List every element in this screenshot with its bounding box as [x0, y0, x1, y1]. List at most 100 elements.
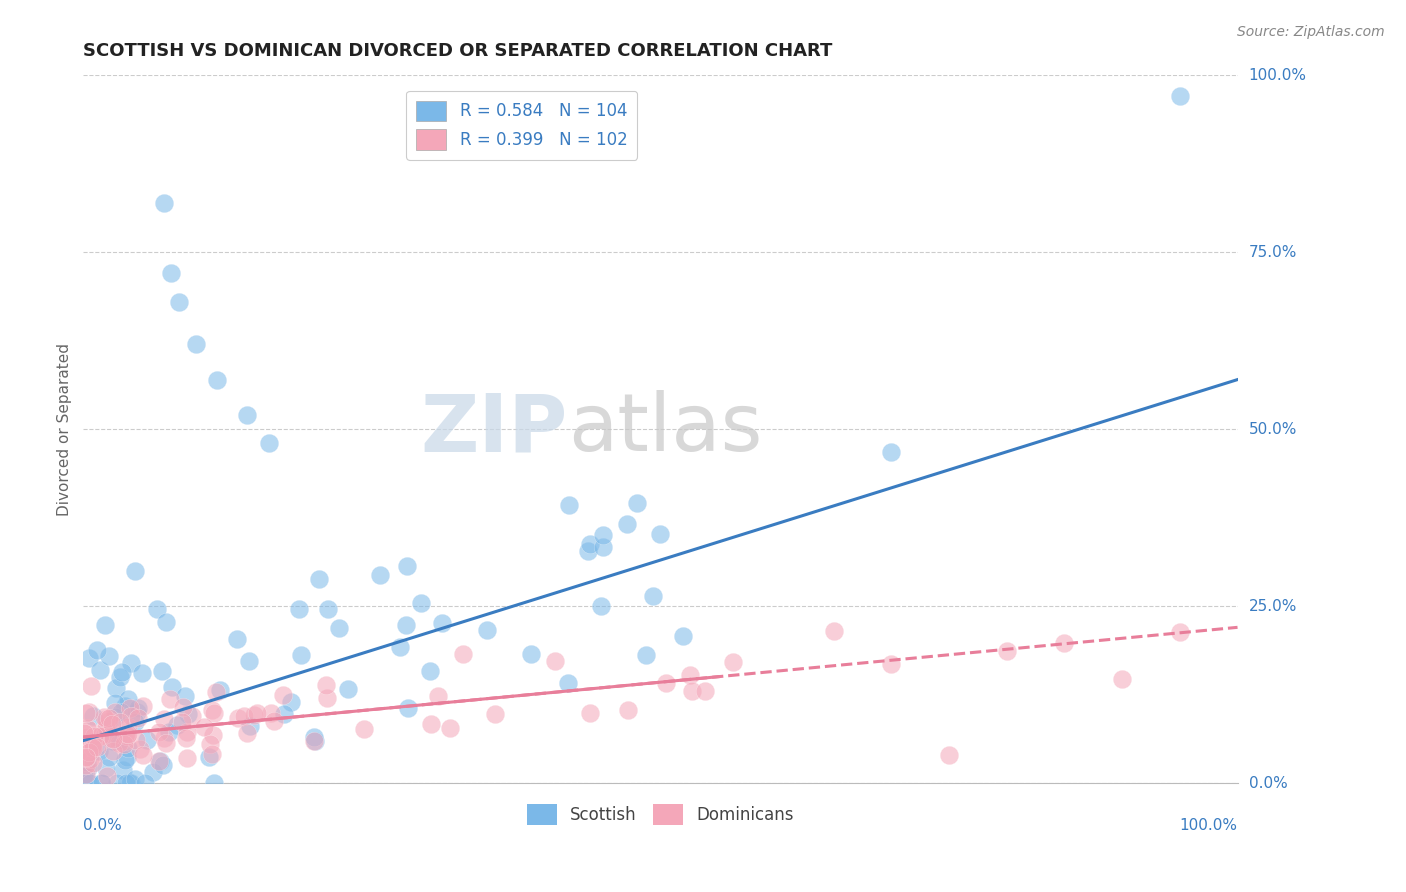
Point: [120, 701, 142, 715]
Point: [75, 751, 97, 765]
Point: [193, 720, 215, 734]
Point: [77, 761, 100, 775]
Point: [558, 499, 581, 513]
Point: [89, 729, 111, 743]
Y-axis label: Divorced or Separated: Divorced or Separated: [58, 343, 72, 516]
Point: [79, 739, 101, 754]
Point: [238, 654, 260, 668]
Point: [129, 742, 152, 756]
Point: [411, 596, 433, 610]
Point: [681, 684, 703, 698]
Point: [112, 737, 135, 751]
Text: atlas: atlas: [568, 390, 762, 468]
Point: [142, 764, 165, 779]
Point: [655, 676, 678, 690]
Point: [132, 698, 155, 713]
Point: [208, 683, 231, 698]
Point: [86, 739, 108, 754]
Point: [80, 739, 103, 754]
Point: [120, 776, 142, 790]
Point: [650, 526, 672, 541]
Point: [557, 676, 579, 690]
Point: [114, 753, 136, 767]
Point: [90, 776, 112, 790]
Point: [108, 670, 131, 684]
Point: [98, 648, 121, 663]
Point: [148, 754, 170, 768]
Point: [576, 544, 599, 558]
Point: [75, 767, 97, 781]
Point: [152, 758, 174, 772]
Point: [280, 695, 302, 709]
Point: [96, 768, 118, 782]
Point: [135, 733, 157, 747]
Point: [880, 444, 903, 458]
Point: [304, 733, 326, 747]
Point: [96, 712, 118, 726]
Point: [396, 700, 419, 714]
Point: [115, 750, 138, 764]
Point: [77, 705, 100, 719]
Point: [146, 602, 169, 616]
Point: [1168, 624, 1191, 639]
Point: [82, 756, 104, 770]
Point: [77, 776, 100, 790]
Point: [97, 750, 120, 764]
Point: [616, 517, 638, 532]
Point: [1168, 89, 1191, 103]
Point: [420, 716, 443, 731]
Point: [120, 709, 142, 723]
Point: [79, 776, 101, 790]
Point: [104, 710, 127, 724]
Point: [77, 650, 100, 665]
Point: [79, 723, 101, 737]
Point: [636, 648, 658, 662]
Point: [131, 666, 153, 681]
Point: [117, 692, 139, 706]
Point: [160, 267, 183, 281]
Point: [103, 734, 125, 748]
Point: [579, 706, 602, 720]
Point: [75, 706, 97, 720]
Point: [426, 690, 449, 704]
Point: [290, 648, 312, 662]
Point: [114, 734, 136, 748]
Point: [579, 537, 602, 551]
Point: [96, 719, 118, 733]
Point: [124, 564, 146, 578]
Point: [451, 647, 474, 661]
Point: [153, 731, 176, 746]
Point: [90, 729, 112, 743]
Point: [75, 758, 97, 772]
Point: [353, 722, 375, 736]
Point: [176, 724, 198, 739]
Point: [202, 706, 225, 721]
Point: [205, 685, 228, 699]
Point: [149, 754, 172, 768]
Point: [76, 755, 98, 769]
Point: [82, 709, 104, 723]
Text: 25.0%: 25.0%: [1249, 599, 1296, 614]
Point: [370, 567, 392, 582]
Point: [153, 195, 176, 210]
Point: [82, 740, 104, 755]
Point: [108, 715, 131, 730]
Point: [115, 727, 138, 741]
Text: 100.0%: 100.0%: [1249, 68, 1306, 83]
Point: [236, 408, 259, 422]
Point: [120, 656, 142, 670]
Point: [226, 711, 249, 725]
Point: [198, 749, 221, 764]
Point: [271, 689, 294, 703]
Point: [273, 706, 295, 721]
Point: [938, 747, 960, 762]
Point: [117, 720, 139, 734]
Point: [328, 621, 350, 635]
Point: [83, 729, 105, 743]
Text: Source: ZipAtlas.com: Source: ZipAtlas.com: [1237, 25, 1385, 39]
Point: [672, 629, 695, 643]
Point: [98, 731, 121, 746]
Point: [114, 699, 136, 714]
Text: 0.0%: 0.0%: [83, 819, 122, 833]
Point: [169, 294, 191, 309]
